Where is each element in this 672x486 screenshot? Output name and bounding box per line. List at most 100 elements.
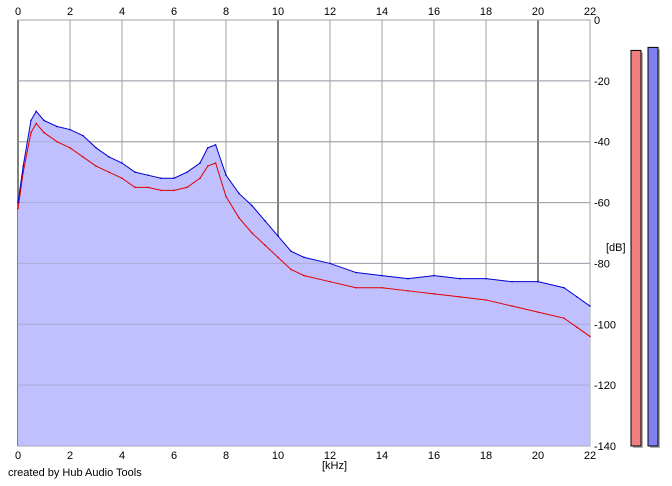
- x-tick-label-bottom: 18: [480, 450, 492, 462]
- y-tick-label: -100: [594, 319, 616, 331]
- x-tick-label-top: 10: [272, 6, 284, 18]
- data-point: [22, 165, 25, 167]
- data-point: [43, 131, 45, 134]
- x-tick-label-bottom: 2: [67, 450, 73, 462]
- data-point: [186, 186, 188, 189]
- data-point: [108, 156, 110, 158]
- data-point: [589, 305, 591, 307]
- data-point: [56, 140, 58, 143]
- data-point: [17, 201, 19, 204]
- data-point: [173, 177, 175, 180]
- x-tick-label-top: 18: [480, 6, 492, 18]
- data-point: [214, 162, 217, 164]
- x-tick-label-top: 20: [532, 6, 544, 18]
- data-point: [69, 128, 71, 131]
- chart-axes: 002244668810101212141416161818202022220-…: [15, 6, 616, 462]
- level-meters: [630, 46, 660, 449]
- data-point: [207, 165, 209, 167]
- data-point: [563, 317, 565, 320]
- y-tick-label: -140: [594, 441, 616, 453]
- x-tick-label-top: 12: [324, 6, 336, 18]
- level-meter-bar: [630, 49, 642, 447]
- x-tick-label-top: 14: [376, 6, 388, 18]
- data-point: [355, 271, 357, 274]
- data-point: [82, 156, 84, 158]
- data-point: [35, 122, 37, 125]
- data-point: [160, 189, 162, 192]
- x-tick-label-top: 22: [584, 6, 596, 18]
- data-point: [121, 162, 123, 164]
- credit-text: created by Hub Audio Tools: [8, 467, 142, 479]
- x-tick-label-bottom: 12: [324, 450, 336, 462]
- data-point: [355, 286, 357, 289]
- x-tick-label-bottom: 14: [376, 450, 388, 462]
- data-point: [95, 147, 97, 149]
- x-tick-label-bottom: 22: [584, 450, 596, 462]
- data-point: [251, 204, 253, 207]
- data-point: [56, 125, 58, 128]
- x-tick-label-bottom: 6: [171, 450, 177, 462]
- y-tick-label: -40: [594, 137, 610, 149]
- data-point: [121, 177, 123, 180]
- data-point: [563, 286, 565, 289]
- data-point: [17, 207, 19, 210]
- data-point: [43, 119, 45, 122]
- y-axis-label: [dB]: [606, 242, 626, 254]
- data-point: [407, 290, 409, 292]
- data-point: [433, 293, 435, 295]
- data-point: [459, 296, 461, 298]
- x-tick-label-bottom: 4: [119, 450, 125, 462]
- data-point: [511, 280, 513, 283]
- data-point: [381, 274, 383, 277]
- data-point: [238, 192, 240, 195]
- data-point: [485, 299, 487, 301]
- data-point: [537, 280, 539, 283]
- data-point: [485, 277, 487, 280]
- data-point: [407, 277, 409, 280]
- x-tick-label-bottom: 10: [272, 450, 284, 462]
- data-point: [199, 162, 201, 164]
- data-point: [35, 110, 37, 113]
- x-tick-label-bottom: 16: [428, 450, 440, 462]
- data-point: [303, 256, 305, 259]
- x-tick-label-bottom: 8: [223, 450, 229, 462]
- data-point: [160, 177, 162, 180]
- y-tick-label: -120: [594, 380, 616, 392]
- data-point: [82, 134, 84, 137]
- data-point: [251, 232, 253, 234]
- data-point: [134, 186, 136, 189]
- x-tick-label-bottom: 20: [532, 450, 544, 462]
- data-point: [134, 171, 136, 173]
- data-point: [30, 131, 32, 134]
- x-axis-label: [kHz]: [322, 460, 348, 472]
- data-point: [459, 277, 461, 280]
- x-tick-label-top: 8: [223, 6, 229, 18]
- x-tick-label-top: 0: [15, 6, 21, 18]
- data-point: [95, 165, 97, 167]
- y-tick-label: -80: [594, 258, 610, 270]
- spectrum-area: [18, 19, 590, 447]
- y-tick-label: -60: [594, 198, 610, 210]
- data-point: [69, 147, 71, 149]
- data-point: [147, 186, 149, 189]
- data-point: [199, 177, 201, 180]
- x-tick-label-bottom: 0: [15, 450, 21, 462]
- data-point: [30, 119, 32, 122]
- data-point: [511, 305, 513, 307]
- data-point: [576, 326, 578, 329]
- data-point: [381, 286, 383, 289]
- series-line: [17, 122, 591, 337]
- series-line: [17, 110, 591, 307]
- x-tick-label-top: 2: [67, 6, 73, 18]
- data-point: [329, 280, 331, 283]
- series-area: [18, 111, 590, 447]
- data-point: [147, 174, 149, 176]
- data-point: [576, 296, 578, 298]
- data-point: [277, 256, 279, 259]
- data-point: [225, 174, 227, 176]
- data-point: [277, 235, 279, 237]
- y-tick-label: -20: [594, 76, 610, 88]
- data-point: [186, 171, 188, 173]
- data-point: [264, 244, 266, 246]
